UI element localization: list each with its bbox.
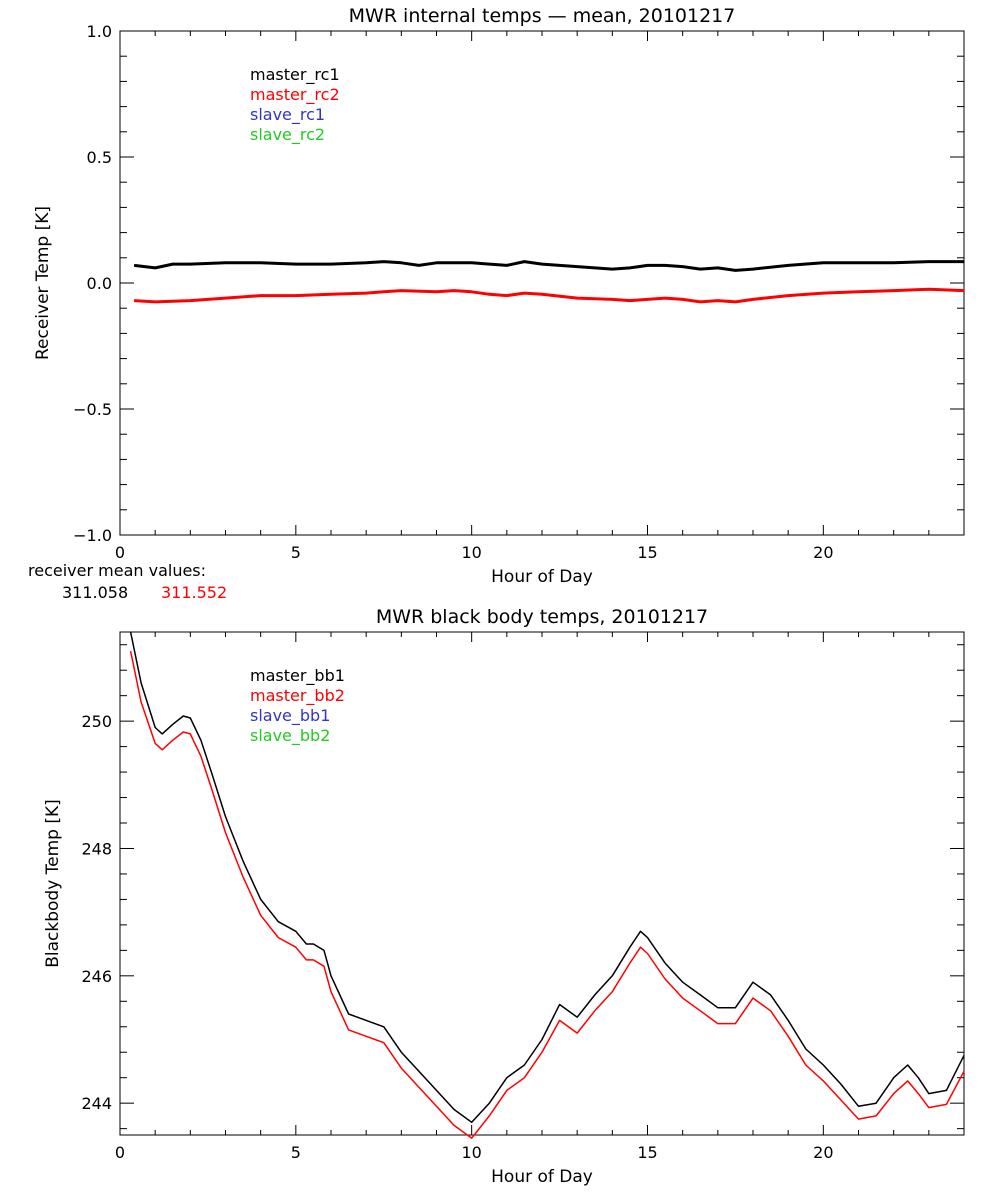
internal-temps-chart: MWR internal temps — mean, 20101217 0 5 10 1… <box>33 5 964 587</box>
legend-entry: slave_bb1 <box>250 706 330 726</box>
y-tick-label: 1.0 <box>87 22 112 41</box>
y-tick-label: −0.5 <box>73 400 112 419</box>
series-line-master_rc2 <box>134 289 964 302</box>
legend-entry: master_rc1 <box>250 65 340 85</box>
legend-entry: master_bb2 <box>250 686 345 706</box>
legend-entry: slave_bb2 <box>250 726 330 746</box>
y-tick-label: −1.0 <box>73 526 112 545</box>
plot-frame <box>120 31 964 535</box>
x-axis-label: Hour of Day <box>491 567 593 587</box>
x-axis-label: Hour of Day <box>491 1167 593 1187</box>
legend-entry: master_rc2 <box>250 85 340 105</box>
chart-title: MWR internal temps — mean, 20101217 <box>349 5 736 27</box>
x-tick-label: 20 <box>813 543 833 562</box>
x-tick-label: 0 <box>115 1143 125 1162</box>
legend-entry: slave_rc2 <box>250 125 325 145</box>
series-line-master_rc1 <box>134 262 964 271</box>
chart-title: MWR black body temps, 20101217 <box>376 606 708 628</box>
y-tick-label: 250 <box>81 712 112 731</box>
receiver-mean-value-2: 311.552 <box>161 583 227 602</box>
x-tick-label: 10 <box>461 543 481 562</box>
legend-entry: master_bb1 <box>250 666 345 686</box>
legend-entry: slave_rc1 <box>250 105 325 125</box>
x-tick-label: 20 <box>813 1143 833 1162</box>
y-tick-label: 248 <box>81 839 112 858</box>
x-tick-label: 0 <box>115 543 125 562</box>
blackbody-temps-chart: MWR black body temps, 20101217 0 5 10 15 20 24… <box>43 606 964 1187</box>
figure-canvas: MWR internal temps — mean, 20101217 0 5 10 1… <box>0 0 1000 1200</box>
y-tick-label: 0.0 <box>87 274 112 293</box>
y-axis-label: Receiver Temp [K] <box>33 206 53 360</box>
y-axis-label: Blackbody Temp [K] <box>43 799 63 968</box>
receiver-mean-value-1: 311.058 <box>62 583 128 602</box>
x-tick-label: 15 <box>637 1143 657 1162</box>
y-tick-label: 246 <box>81 967 112 986</box>
y-tick-label: 0.5 <box>87 148 112 167</box>
receiver-mean-values: receiver mean values: 311.058 311.552 <box>28 561 227 602</box>
x-tick-label: 10 <box>461 1143 481 1162</box>
x-tick-label: 5 <box>291 543 301 562</box>
receiver-mean-label: receiver mean values: <box>28 561 206 580</box>
x-tick-label: 5 <box>291 1143 301 1162</box>
x-tick-label: 15 <box>637 543 657 562</box>
y-tick-label: 244 <box>81 1094 112 1113</box>
